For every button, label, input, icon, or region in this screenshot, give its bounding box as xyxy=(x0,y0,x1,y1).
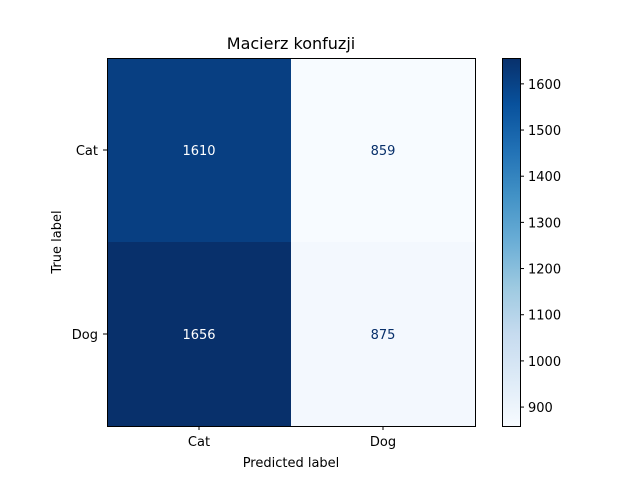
x-tick-label-1: Dog xyxy=(370,435,396,450)
cell-value-label-1-0: 1656 xyxy=(182,328,215,343)
colorbar-tick-label-2: 1100 xyxy=(528,309,561,324)
colorbar-frame xyxy=(502,58,521,427)
cell-value-label-1-1: 875 xyxy=(371,328,396,343)
x-tick-label-0: Cat xyxy=(188,435,210,450)
colorbar-tick-label-6: 1500 xyxy=(528,124,561,139)
chart-title: Macierz konfuzji xyxy=(227,34,355,53)
colorbar xyxy=(502,58,520,426)
colorbar-tick-label-4: 1300 xyxy=(528,216,561,231)
y-tick-label-0: Cat xyxy=(76,144,98,159)
y-axis-label: True label xyxy=(50,210,65,274)
colorbar-tick-label-3: 1200 xyxy=(528,263,561,278)
heatmap-cells xyxy=(107,58,475,426)
cell-value-label-0-1: 859 xyxy=(371,144,396,159)
plot-frame xyxy=(107,58,476,427)
heatmap-cell-1-1 xyxy=(291,242,475,426)
colorbar-tick-label-1: 1000 xyxy=(528,355,561,370)
heatmap-cell-1-0 xyxy=(107,242,291,426)
y-tick-label-1: Dog xyxy=(72,328,98,343)
cell-value-label-0-0: 1610 xyxy=(182,144,215,159)
colorbar-tick-label-0: 900 xyxy=(528,401,553,416)
heatmap-cell-0-0 xyxy=(107,58,291,242)
colorbar-tick-label-7: 1600 xyxy=(528,78,561,93)
heatmap-cell-labels: 1610 859 1656 875 xyxy=(182,144,395,343)
x-axis-ticks: Cat Dog xyxy=(188,426,396,450)
heatmap-cell-0-1 xyxy=(291,58,475,242)
x-axis-label: Predicted label xyxy=(243,456,340,471)
colorbar-ticks: 900 1000 1100 1200 1300 1400 1500 1600 xyxy=(520,78,561,416)
y-axis-ticks: Cat Dog xyxy=(72,144,107,343)
colorbar-tick-label-5: 1400 xyxy=(528,170,561,185)
